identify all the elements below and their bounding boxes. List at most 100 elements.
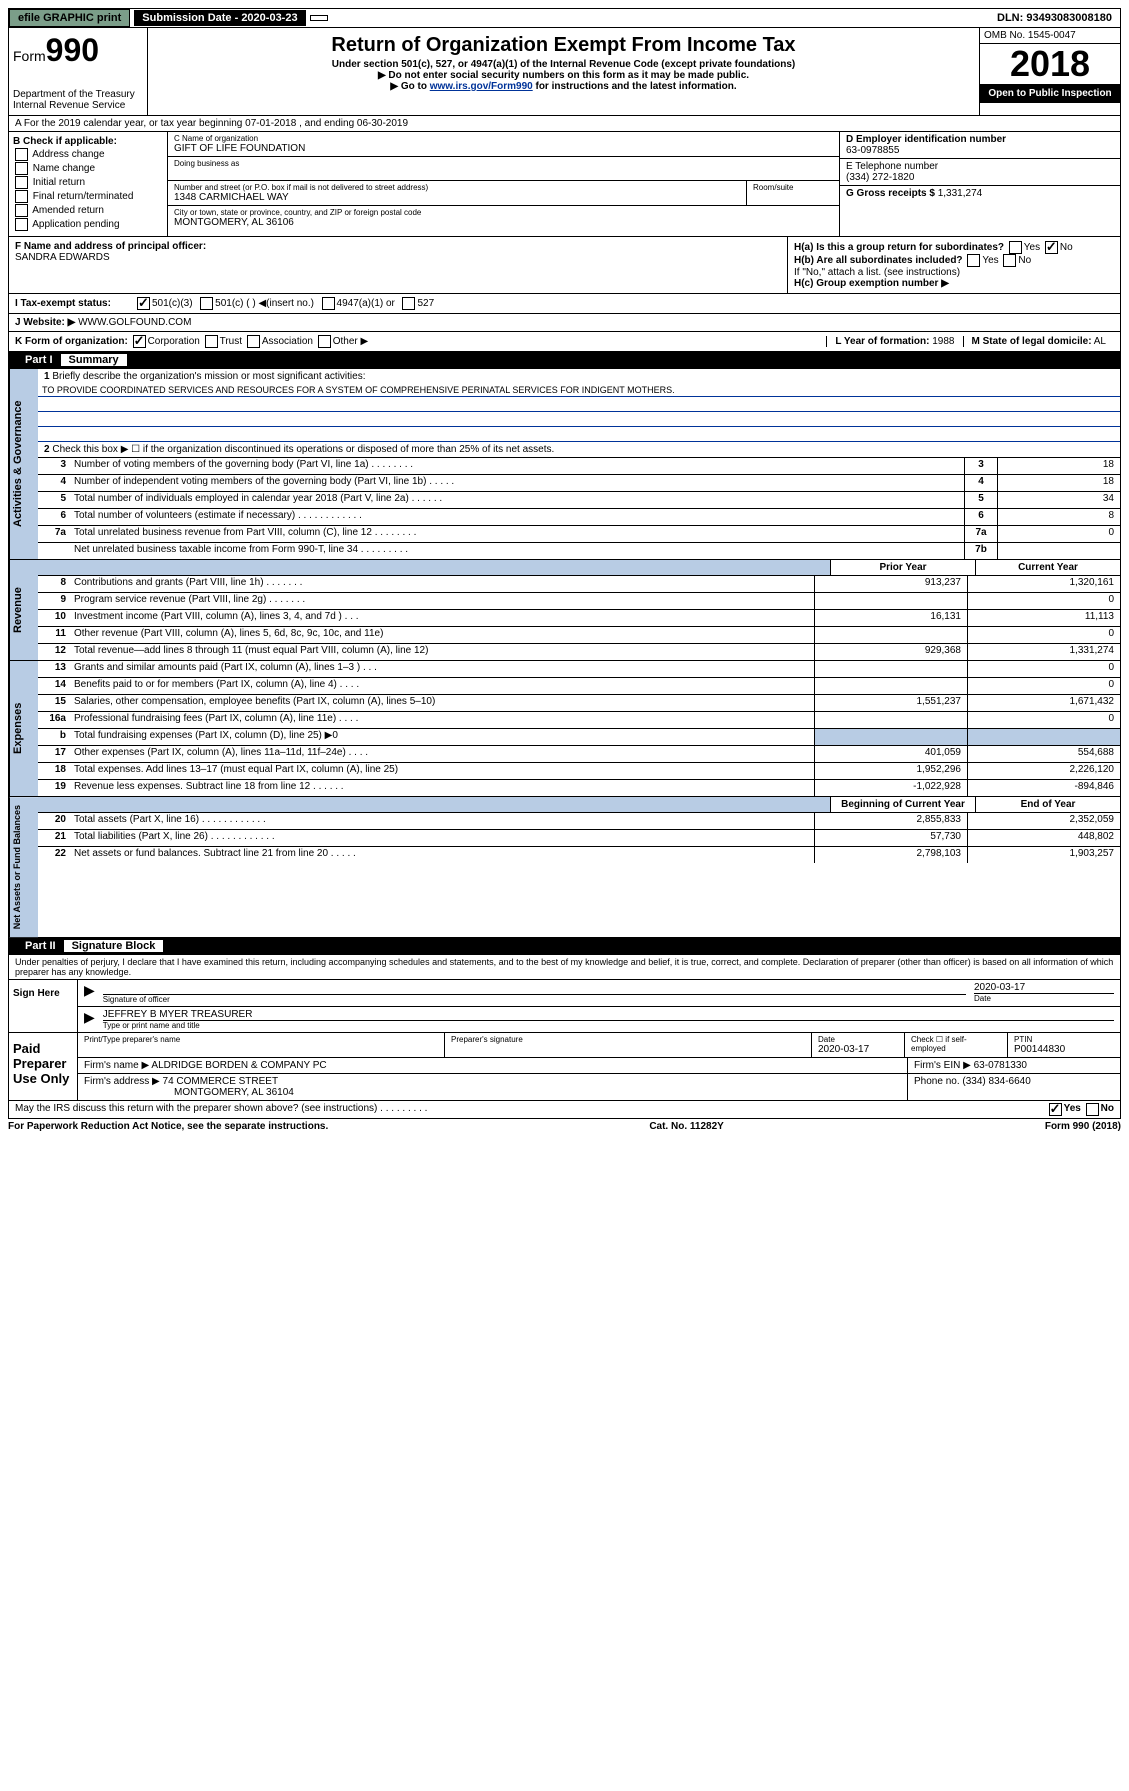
checkbox-final[interactable] (15, 190, 28, 203)
opt: 527 (417, 298, 434, 309)
website-value: WWW.GOLFOUND.COM (78, 317, 191, 328)
submission-date: Submission Date - 2020-03-23 (134, 10, 305, 26)
footer: For Paperwork Reduction Act Notice, see … (8, 1119, 1121, 1134)
ptin-label: PTIN (1014, 1035, 1114, 1044)
preparer-sig-label: Preparer's signature (451, 1035, 805, 1044)
part-title: Summary (61, 354, 127, 366)
firm-addr: 74 COMMERCE STREET (163, 1076, 279, 1087)
ha-yes[interactable] (1009, 241, 1022, 254)
hb-yes[interactable] (967, 254, 980, 267)
row-fh: F Name and address of principal officer:… (8, 237, 1121, 294)
opt: Other ▶ (333, 336, 368, 347)
part-1-header: Part I Summary (8, 352, 1121, 369)
table-row: 21Total liabilities (Part X, line 26) . … (38, 830, 1120, 847)
paid-label: Paid Preparer Use Only (9, 1033, 78, 1100)
hb-no[interactable] (1003, 254, 1016, 267)
table-row: 15Salaries, other compensation, employee… (38, 695, 1120, 712)
expenses-section: Expenses 13Grants and similar amounts pa… (8, 661, 1121, 797)
col-c: C Name of organization GIFT OF LIFE FOUN… (168, 132, 839, 236)
blank-line (38, 397, 1120, 412)
line-2: Check this box ▶ ☐ if the organization d… (52, 444, 554, 455)
cb-corp[interactable] (133, 335, 146, 348)
addr-label: Number and street (or P.O. box if mail i… (174, 183, 740, 192)
phone-value: (334) 272-1820 (846, 172, 1114, 183)
website-label: J Website: ▶ (15, 317, 75, 328)
governance-section: Activities & Governance 1 Briefly descri… (8, 369, 1121, 560)
year-formed: 1988 (932, 336, 954, 347)
blank-line (38, 427, 1120, 442)
table-row: 16aProfessional fundraising fees (Part I… (38, 712, 1120, 729)
cb-501c3[interactable] (137, 297, 150, 310)
col-d: D Employer identification number 63-0978… (839, 132, 1120, 236)
col-b-header: B Check if applicable: (13, 136, 163, 147)
firm-addr2: MONTGOMERY, AL 36104 (84, 1087, 294, 1098)
efile-button[interactable]: efile GRAPHIC print (9, 9, 130, 27)
footer-right: Form 990 (2018) (1045, 1121, 1121, 1132)
blank-line (38, 412, 1120, 427)
firm-ein: 63-0781330 (974, 1060, 1027, 1071)
top-bar: efile GRAPHIC print Submission Date - 20… (8, 8, 1121, 28)
hb-note: If "No," attach a list. (see instruction… (794, 267, 1114, 278)
end-year-header: End of Year (975, 797, 1120, 812)
opt: 501(c) ( ) ◀(insert no.) (215, 298, 314, 309)
current-year-header: Current Year (975, 560, 1120, 575)
self-emp-label: Check ☐ if self-employed (911, 1035, 1001, 1053)
discuss-no[interactable] (1086, 1103, 1099, 1116)
checkbox-pending[interactable] (15, 218, 28, 231)
sig-date: 2020-03-17 (974, 982, 1114, 994)
part-title: Signature Block (64, 940, 164, 952)
tax-year: 2018 (980, 44, 1120, 84)
side-label-net: Net Assets or Fund Balances (9, 797, 38, 937)
sign-here-label: Sign Here (9, 980, 78, 1032)
table-row: 20Total assets (Part X, line 16) . . . .… (38, 813, 1120, 830)
name-label: C Name of organization (174, 134, 833, 143)
form-prefix: Form (13, 48, 46, 64)
ein-value: 63-0978855 (846, 145, 1114, 156)
cb-label: Name change (33, 163, 95, 174)
firm-label: Firm's name ▶ (84, 1060, 149, 1071)
part-2-header: Part II Signature Block (8, 938, 1121, 955)
mission-label: Briefly describe the organization's miss… (52, 371, 365, 382)
table-row: 3Number of voting members of the governi… (38, 458, 1120, 475)
org-name: GIFT OF LIFE FOUNDATION (174, 143, 833, 154)
cb-501c[interactable] (200, 297, 213, 310)
gross-label: G Gross receipts $ (846, 188, 935, 199)
cb-4947[interactable] (322, 297, 335, 310)
irs-link[interactable]: www.irs.gov/Form990 (430, 81, 533, 92)
checkbox-address[interactable] (15, 148, 28, 161)
table-row: 18Total expenses. Add lines 13–17 (must … (38, 763, 1120, 780)
section-bcd: B Check if applicable: Address change Na… (8, 132, 1121, 237)
arrow-icon: ▶ (84, 1009, 95, 1030)
footer-left: For Paperwork Reduction Act Notice, see … (8, 1121, 328, 1132)
officer-name-title: JEFFREY B MYER TREASURER (103, 1009, 1114, 1021)
table-row: 8Contributions and grants (Part VIII, li… (38, 576, 1120, 593)
revenue-section: Revenue Prior Year Current Year 8Contrib… (8, 560, 1121, 661)
table-row: 22Net assets or fund balances. Subtract … (38, 847, 1120, 863)
table-row: 9Program service revenue (Part VIII, lin… (38, 593, 1120, 610)
row-k: K Form of organization: Corporation Trus… (8, 332, 1121, 352)
cb-label: Final return/terminated (33, 191, 134, 202)
discuss-yes[interactable] (1049, 1103, 1062, 1116)
part-num: Part II (17, 940, 64, 952)
gross-value: 1,331,274 (938, 188, 983, 199)
checkbox-initial[interactable] (15, 176, 28, 189)
cb-other[interactable] (318, 335, 331, 348)
cb-trust[interactable] (205, 335, 218, 348)
table-row: 14Benefits paid to or for members (Part … (38, 678, 1120, 695)
row-a: A For the 2019 calendar year, or tax yea… (8, 116, 1121, 132)
part-num: Part I (17, 354, 61, 366)
name-label: Type or print name and title (103, 1021, 1114, 1030)
note-1: ▶ Do not enter social security numbers o… (152, 70, 975, 81)
table-row: 17Other expenses (Part IX, column (A), l… (38, 746, 1120, 763)
firm-name: ALDRIDGE BORDEN & COMPANY PC (151, 1060, 326, 1071)
checkbox-amended[interactable] (15, 204, 28, 217)
firm-ein-label: Firm's EIN ▶ (914, 1060, 971, 1071)
cb-assoc[interactable] (247, 335, 260, 348)
cb-527[interactable] (402, 297, 415, 310)
street-address: 1348 CARMICHAEL WAY (174, 192, 740, 203)
arrow-icon: ▶ (84, 982, 95, 1004)
ha-no[interactable] (1045, 241, 1058, 254)
state-label: M State of legal domicile: (972, 336, 1092, 347)
checkbox-name[interactable] (15, 162, 28, 175)
firm-addr-label: Firm's address ▶ (84, 1076, 160, 1087)
